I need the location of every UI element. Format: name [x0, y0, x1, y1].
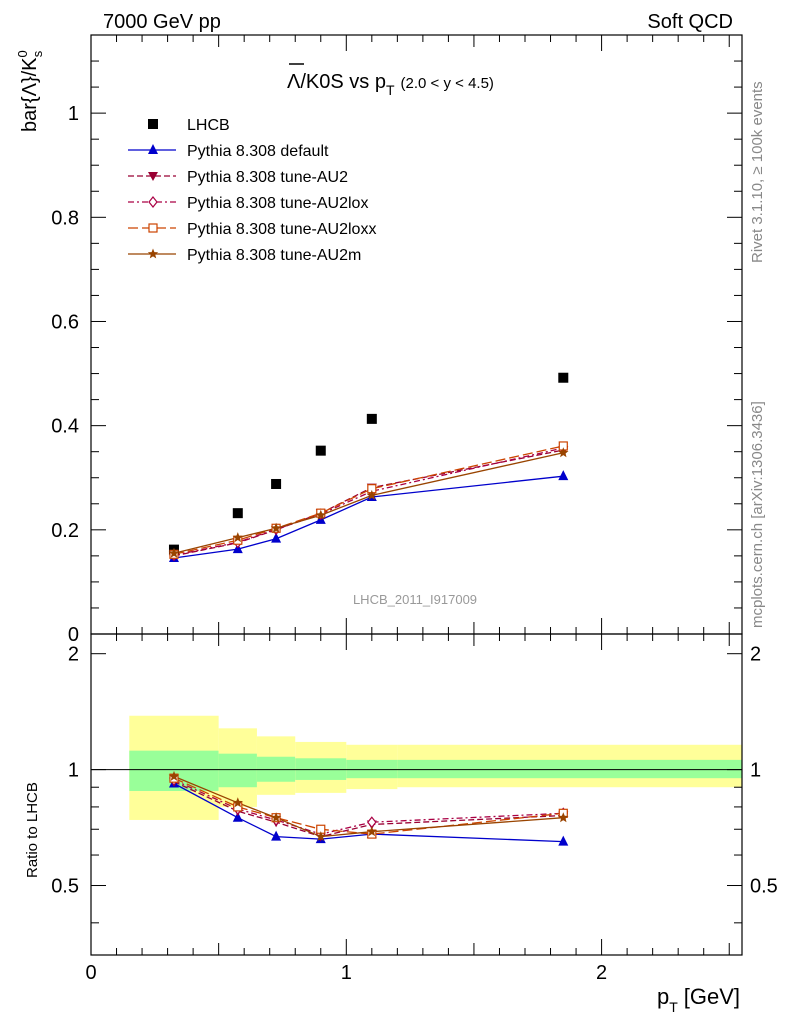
- y-tick-label: 0.4: [51, 416, 79, 438]
- main-series-0-point: [232, 508, 243, 519]
- main-series-4-line: [173, 445, 564, 555]
- y-tick-label: 1: [68, 103, 79, 125]
- ratio-y-tick-label-right: 1: [750, 760, 761, 782]
- legend-marker: [147, 248, 159, 259]
- legend-label: Pythia 8.308 tune-AU2lox: [187, 195, 368, 212]
- mcplots-label: mcplots.cern.ch [arXiv:1306.3436]: [749, 401, 766, 628]
- ratio-series-4-point: [366, 826, 378, 837]
- legend-label: LHCB: [187, 117, 230, 134]
- y-tick-label: 0.2: [51, 520, 79, 542]
- x-axis-label: pT [GeV]: [657, 984, 740, 1015]
- legend-label: Pythia 8.308 tune-AU2m: [187, 247, 361, 264]
- ratio-plot-frame: [90, 633, 743, 956]
- main-series-0-point: [315, 445, 326, 456]
- legend-label: Pythia 8.308 tune-AU2: [187, 169, 348, 186]
- ratio-series-0-line: [173, 782, 564, 843]
- plot-title: Λ/K0S vs pT (2.0 < y < 4.5): [287, 71, 494, 98]
- ratio-y-tick-label: 0.5: [51, 876, 79, 898]
- ratio-series-1-line: [173, 781, 564, 838]
- header-right: Soft QCD: [647, 11, 733, 33]
- ratio-series-4-point: [315, 831, 326, 841]
- legend-marker: [148, 196, 158, 208]
- main-series-5-point: [232, 532, 243, 543]
- main-series-1-line: [173, 475, 564, 559]
- ratio-series-0-point: [558, 835, 569, 846]
- ratio-series-4-point: [232, 797, 243, 808]
- main-series-0-point: [271, 478, 282, 489]
- rivet-label: Rivet 3.1.10, ≥ 100k events: [749, 81, 766, 263]
- ratio-series-4-point: [558, 812, 569, 823]
- x-tick-label: 1: [341, 962, 352, 984]
- uncertainty-band-inner: [218, 753, 257, 788]
- x-tick-label: 2: [596, 962, 607, 984]
- analysis-watermark: LHCB_2011_I917009: [353, 592, 477, 607]
- ratio-series-3-line: [173, 777, 564, 835]
- x-tick-label: 0: [85, 962, 96, 984]
- y-axis-label: bar{Λ}/K0s: [15, 50, 45, 132]
- legend-label: Pythia 8.308 default: [187, 143, 329, 160]
- main-series-5-point: [558, 447, 569, 458]
- uncertainty-band-inner: [346, 759, 398, 779]
- main-series-5-point: [366, 489, 378, 500]
- ratio-y-tick-label-right: 2: [750, 644, 761, 666]
- ratio-series-2-line: [173, 779, 564, 835]
- ratio-series-4-point: [270, 812, 282, 823]
- ratio-series-0-point: [271, 830, 282, 841]
- main-series-0-point: [366, 413, 377, 424]
- legend-marker: [148, 172, 158, 181]
- ratio-series-4-point: [168, 770, 180, 781]
- main-series-0-point: [558, 372, 569, 383]
- ratio-series-2-point: [367, 816, 377, 829]
- main-series-1-point: [271, 532, 282, 543]
- ratio-y-tick-label: 2: [68, 644, 79, 666]
- legend-marker: [148, 119, 158, 129]
- y-tick-label: 0: [68, 624, 79, 646]
- main-series-5-point: [315, 509, 326, 520]
- header-left: 7000 GeV pp: [103, 11, 221, 33]
- legend-marker: [148, 223, 158, 233]
- ratio-y-tick-label-right: 0.5: [750, 876, 778, 898]
- ratio-y-tick-label: 1: [68, 760, 79, 782]
- y-tick-label: 0.8: [51, 207, 79, 229]
- legend-marker: [148, 144, 158, 154]
- ratio-series-4-line: [173, 775, 564, 838]
- y-tick-label: 0.6: [51, 311, 79, 333]
- main-series-5-line: [173, 452, 564, 554]
- main-series-5-point: [270, 522, 282, 533]
- ratio-series-0-point: [232, 811, 243, 822]
- ratio-y-label: Ratio to LHCB: [24, 782, 41, 878]
- main-series-5-point: [168, 547, 180, 558]
- main-series-1-point: [558, 470, 569, 481]
- legend-label: Pythia 8.308 tune-AU2loxx: [187, 221, 376, 238]
- uncertainty-band-inner: [397, 759, 742, 779]
